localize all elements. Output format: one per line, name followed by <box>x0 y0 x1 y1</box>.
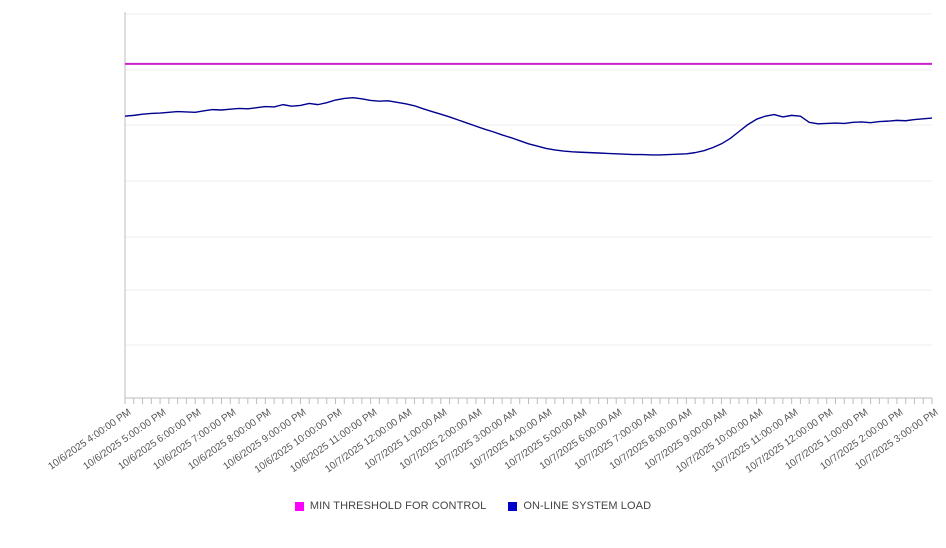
x-axis-minor-ticks <box>124 398 933 404</box>
gridlines <box>125 13 932 346</box>
legend-item-min-threshold[interactable]: MIN THRESHOLD FOR CONTROL <box>294 500 487 512</box>
on-line-system-load-series-line <box>124 97 933 156</box>
legend-label-system-load: ON-LINE SYSTEM LOAD <box>523 500 652 512</box>
legend-item-system-load[interactable]: ON-LINE SYSTEM LOAD <box>508 500 651 512</box>
legend-swatch-system-load <box>508 501 518 511</box>
chart-container: 10/6/2025 4:00:00 PM 10/6/2025 5:00:00 PM… <box>0 12 946 516</box>
legend-swatch-min-threshold <box>294 501 304 511</box>
legend-label-min-threshold: MIN THRESHOLD FOR CONTROL <box>309 500 487 512</box>
chart-legend: MIN THRESHOLD FOR CONTROL ON-LINE SYSTEM… <box>0 496 946 516</box>
chart-plot-area <box>124 12 933 404</box>
